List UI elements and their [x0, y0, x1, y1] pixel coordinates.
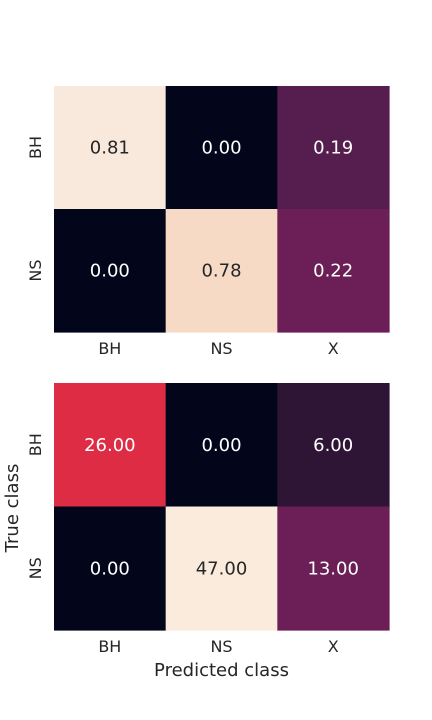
x-tick-label: NS: [210, 637, 232, 656]
cell-value-label: 26.00: [84, 435, 136, 456]
cell-value-label: 0.00: [90, 261, 130, 282]
heatmap-cell: [277, 383, 390, 508]
x-tick-label: BH: [98, 339, 121, 358]
x-tick-label: NS: [210, 339, 232, 358]
y-tick-label: NS: [26, 259, 45, 281]
heatmap-cell: [165, 86, 278, 210]
x-tick-label: X: [328, 637, 339, 656]
x-tick-label: BH: [98, 637, 121, 656]
cell-value-label: 0.19: [313, 138, 353, 159]
cell-value-label: 13.00: [307, 558, 359, 579]
cell-value-label: 0.78: [201, 261, 241, 282]
heatmap-cell: [277, 506, 390, 631]
y-tick-label: BH: [26, 433, 45, 456]
cell-value-label: 0.00: [201, 138, 241, 159]
cell-value-label: 6.00: [313, 435, 353, 456]
heatmap-cell: [165, 383, 278, 508]
cell-value-label: 0.00: [90, 558, 130, 579]
heatmap-cell: [54, 86, 167, 210]
cell-value-label: 0.81: [90, 138, 130, 159]
cell-value-label: 0.00: [201, 435, 241, 456]
heatmap-cell: [165, 506, 278, 631]
x-axis-title: Predicted class: [154, 660, 289, 681]
x-tick-label: X: [328, 339, 339, 358]
y-axis-title: True class: [2, 464, 23, 554]
heatmap-cell: [277, 209, 390, 333]
y-tick-label: NS: [26, 557, 45, 579]
cell-value-label: 0.22: [313, 261, 353, 282]
cell-value-label: 47.00: [196, 558, 248, 579]
heatmap-cell: [54, 506, 167, 631]
y-tick-label: BH: [26, 136, 45, 159]
heatmap-cell: [54, 383, 167, 508]
heatmap-cell: [54, 209, 167, 333]
heatmap-cell: [277, 86, 390, 210]
heatmap-cell: [165, 209, 278, 333]
